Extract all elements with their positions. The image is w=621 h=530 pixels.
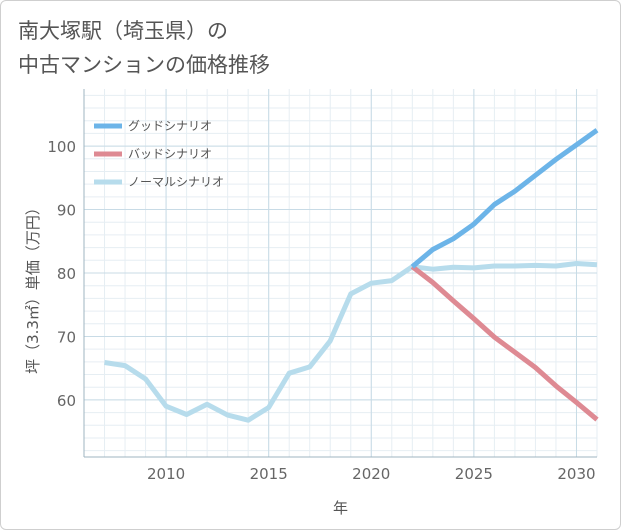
series-line-2 <box>104 261 598 423</box>
chart-title: 南大塚駅（埼玉県）の 中古マンションの価格推移 <box>18 14 270 82</box>
legend-label: ノーマルシナリオ <box>128 175 224 189</box>
chart-title-line1: 南大塚駅（埼玉県）の <box>18 19 228 43</box>
x-tick-label: 2030 <box>557 465 595 483</box>
y-tick-label: 70 <box>57 328 76 346</box>
x-tick-label: 2025 <box>455 465 493 483</box>
legend-label: グッドシナリオ <box>128 119 212 133</box>
x-tick-label: 2010 <box>147 465 185 483</box>
y-axis-title: 坪（3.3㎡）単価（万円） <box>24 200 42 374</box>
chart-title-line2: 中古マンションの価格推移 <box>18 53 270 77</box>
x-axis-title: 年 <box>333 499 348 517</box>
y-tick-label: 100 <box>47 138 76 156</box>
y-axis-ticks: 60 70 80 90 100 <box>47 138 76 410</box>
x-axis-ticks: 2010 2015 2020 2025 2030 <box>147 465 596 483</box>
series-line-1 <box>410 264 599 422</box>
y-tick-label: 90 <box>57 202 76 220</box>
legend-label: バッドシナリオ <box>128 147 212 161</box>
series-lines <box>104 128 599 423</box>
y-tick-label: 80 <box>57 265 76 283</box>
x-tick-label: 2015 <box>250 465 288 483</box>
x-tick-label: 2020 <box>352 465 390 483</box>
y-tick-label: 60 <box>57 392 76 410</box>
grid <box>83 89 598 458</box>
series-line-0 <box>410 128 599 269</box>
